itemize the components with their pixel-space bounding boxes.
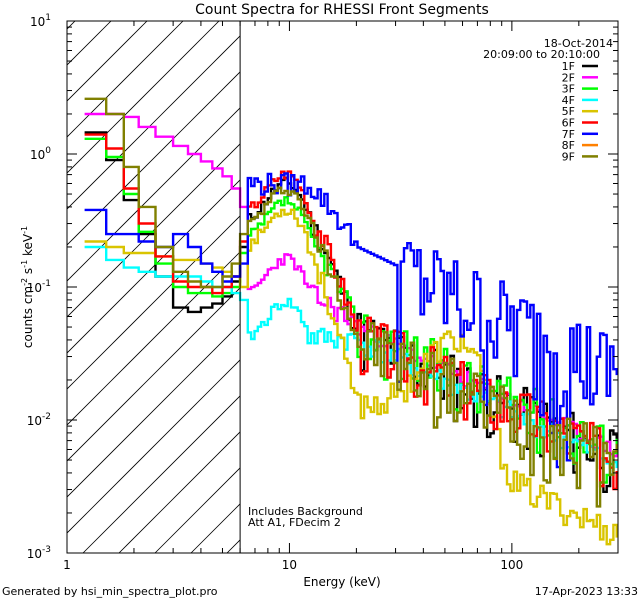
legend-label: 8F	[562, 139, 575, 152]
x-tick-label: 100	[500, 558, 523, 572]
y-tick-label: 10-1	[27, 279, 51, 295]
plot-frame	[66, 20, 619, 554]
legend-label: 7F	[562, 128, 575, 141]
chart-title: Count Spectra for RHESSI Front Segments	[195, 2, 489, 18]
legend-label: 9F	[562, 150, 575, 163]
y-axis-label: counts cm-2 s-1 keV-1	[20, 226, 35, 348]
footer-timestamp: 17-Apr-2023 13:33	[535, 585, 638, 598]
x-axis-label: Energy (keV)	[303, 575, 380, 589]
y-tick-label: 100	[30, 146, 51, 162]
legend-label: 3F	[562, 83, 575, 96]
y-tick-label: 101	[30, 13, 51, 29]
annotation-background: Includes Background	[248, 505, 363, 518]
series-9F	[84, 97, 618, 508]
hatch-line	[67, 251, 241, 426]
hatch-line	[67, 323, 241, 498]
annotation-attenuator: Att A1, FDecim 2	[248, 516, 341, 529]
date-label: 18-Oct-2014	[544, 37, 613, 50]
x-tick-label: 10	[282, 558, 297, 572]
hatch-line	[299, 0, 640, 553]
hatch-line	[82, 395, 241, 553]
hatch-line	[67, 21, 76, 30]
y-tick-label: 10-2	[27, 412, 51, 428]
x-tick-label: 1	[63, 558, 71, 572]
hatch-line	[67, 71, 241, 246]
legend-label: 2F	[562, 71, 575, 84]
legend-label: 5F	[562, 105, 575, 118]
hatch-line	[67, 21, 148, 102]
series-5F	[84, 208, 618, 546]
y-tick-label: 10-3	[27, 545, 51, 561]
hatch-line	[67, 359, 241, 534]
hatch-line	[67, 107, 241, 282]
hatch-line	[67, 143, 241, 318]
hatch-line	[67, 21, 220, 174]
hatch-line	[67, 35, 241, 210]
y-axis: 10-3 10-2 10-1 100 101	[27, 13, 618, 561]
legend-label: 6F	[562, 117, 575, 130]
footer-generated-by: Generated by hsi_min_spectra_plot.pro	[2, 585, 218, 598]
time-range-label: 20:09:00 to 20:10:00	[483, 48, 600, 61]
x-axis: 1 10 100	[63, 21, 619, 572]
hatch-line	[118, 431, 241, 553]
series-layer	[84, 97, 618, 546]
legend-label: 4F	[562, 94, 575, 107]
hatch-line	[67, 179, 241, 354]
hatch-line	[67, 21, 184, 138]
legend-label: 1F	[562, 60, 575, 73]
